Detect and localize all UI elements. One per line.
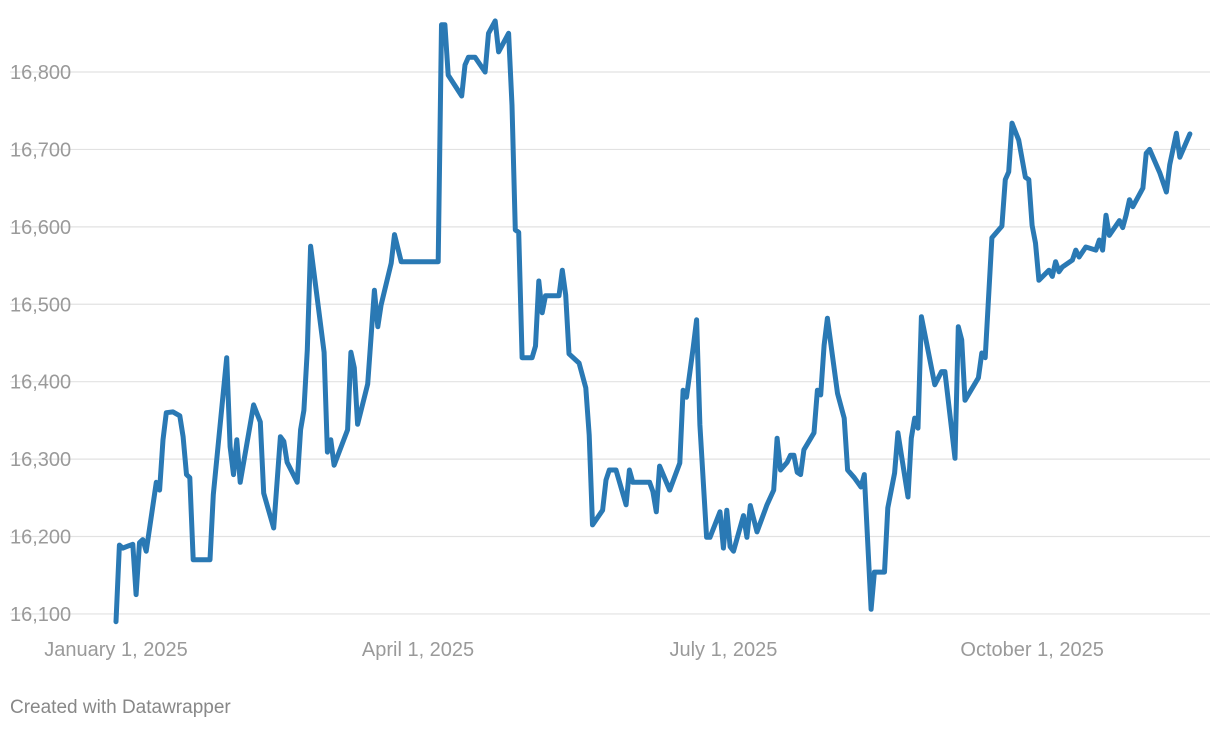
y-tick-label: 16,700 — [10, 139, 71, 161]
y-tick-label: 16,200 — [10, 527, 71, 549]
y-tick-label: 16,800 — [10, 62, 71, 84]
y-tick-label: 16,600 — [10, 217, 71, 239]
y-tick-label: 16,100 — [10, 604, 71, 626]
x-tick-label: January 1, 2025 — [44, 639, 187, 661]
x-tick-label: April 1, 2025 — [362, 639, 474, 661]
y-tick-label: 16,400 — [10, 372, 71, 394]
line-series — [113, 18, 1193, 625]
y-tick-label: 16,500 — [10, 294, 71, 316]
footer: Created with Datawrapper — [10, 697, 231, 718]
y-tick-label: 16,300 — [10, 449, 71, 471]
x-tick-label: July 1, 2025 — [669, 639, 777, 661]
x-tick-label: October 1, 2025 — [960, 639, 1103, 661]
